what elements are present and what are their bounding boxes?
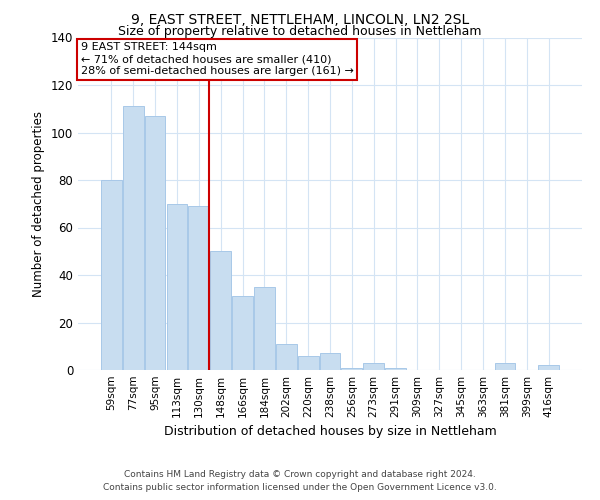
Bar — [145, 116, 166, 370]
Bar — [167, 204, 187, 370]
Y-axis label: Number of detached properties: Number of detached properties — [32, 111, 45, 296]
Bar — [320, 354, 340, 370]
Text: Contains HM Land Registry data © Crown copyright and database right 2024.
Contai: Contains HM Land Registry data © Crown c… — [103, 470, 497, 492]
Text: 9 EAST STREET: 144sqm
← 71% of detached houses are smaller (410)
28% of semi-det: 9 EAST STREET: 144sqm ← 71% of detached … — [80, 42, 353, 76]
Bar — [364, 363, 384, 370]
Bar — [276, 344, 296, 370]
Text: 9, EAST STREET, NETTLEHAM, LINCOLN, LN2 2SL: 9, EAST STREET, NETTLEHAM, LINCOLN, LN2 … — [131, 12, 469, 26]
Text: Size of property relative to detached houses in Nettleham: Size of property relative to detached ho… — [118, 25, 482, 38]
Bar — [538, 365, 559, 370]
Bar — [298, 356, 319, 370]
Bar — [123, 106, 143, 370]
Bar — [385, 368, 406, 370]
Bar — [232, 296, 253, 370]
Bar — [494, 363, 515, 370]
Bar — [188, 206, 209, 370]
X-axis label: Distribution of detached houses by size in Nettleham: Distribution of detached houses by size … — [164, 426, 496, 438]
Bar — [254, 287, 275, 370]
Bar — [210, 251, 231, 370]
Bar — [101, 180, 122, 370]
Bar — [341, 368, 362, 370]
